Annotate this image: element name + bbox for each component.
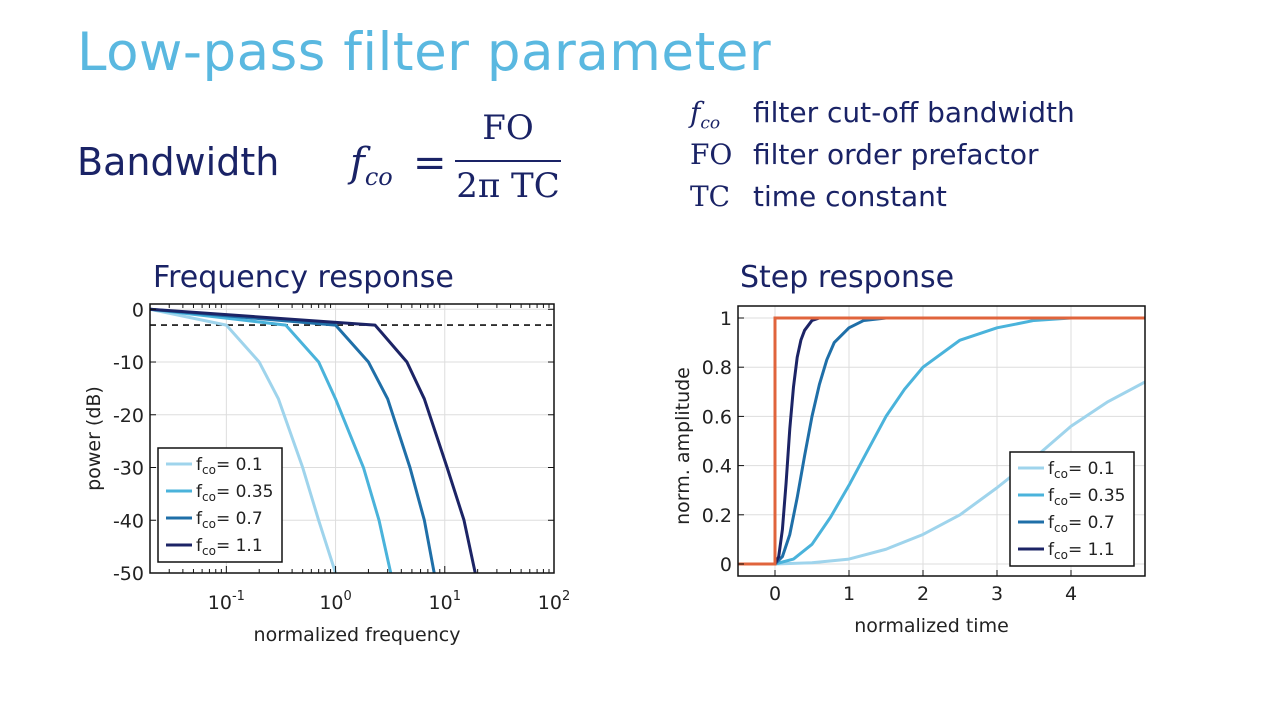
legend-label: fco= 0.1: [1048, 459, 1115, 481]
x-tick-label: 4: [1065, 583, 1077, 605]
x-axis-label: normalized frequency: [254, 624, 461, 646]
y-tick-label: 0.6: [702, 406, 732, 428]
y-axis-label: power (dB): [83, 386, 105, 491]
input-step-line: [738, 316, 1145, 566]
slide-title: Low-pass filter parameter: [77, 22, 772, 83]
formula-lhs: fco: [350, 140, 393, 191]
y-tick-label: 0.8: [702, 357, 732, 379]
y-tick-label: -10: [113, 352, 144, 374]
frequency-response-chart: 0 -10 -20 -30 -40 -50 10-1 100 101 102 normalized …: [83, 299, 570, 646]
definition-symbol-main: f: [690, 96, 701, 129]
formula-denominator: 2π TC: [456, 166, 560, 206]
frequency-series-line: [149, 307, 436, 574]
frequency-series-line: [149, 307, 393, 574]
definition-text: filter cut-off bandwidth: [753, 96, 1075, 129]
y-axis-label: norm. amplitude: [672, 367, 694, 525]
x-tick-label: 0: [769, 583, 781, 605]
definition-symbol: fco: [690, 96, 750, 134]
definition-text: time constant: [753, 180, 947, 213]
y-tick-label: -50: [113, 563, 144, 585]
legend-label: fco= 0.35: [196, 482, 273, 504]
y-tick-label: 0.2: [702, 505, 732, 527]
x-tick-label: 100: [319, 589, 351, 614]
formula-lhs-subscript: co: [364, 163, 393, 191]
legend-label: fco= 0.35: [1048, 486, 1125, 508]
step-series-line: [738, 380, 1146, 566]
y-tick-label: 1: [720, 308, 732, 330]
frequency-chart-title: Frequency response: [153, 260, 454, 295]
plot-frame: [149, 303, 555, 574]
x-tick-label: 2: [917, 583, 929, 605]
bandwidth-label: Bandwidth: [77, 140, 280, 184]
y-tick-label: 0: [720, 554, 732, 576]
step-response-chart: 0 0.2 0.4 0.6 0.8 1 0 1 2 3 4 normalized time norm. …: [672, 305, 1146, 637]
step-series-line: [738, 316, 1145, 566]
frequency-series-line: [149, 307, 477, 574]
definition-symbol: TC: [690, 180, 731, 213]
step-chart-title: Step response: [740, 260, 955, 295]
bandwidth-formula: fco = FO 2π TC: [345, 104, 575, 214]
legend-box: [1009, 451, 1135, 567]
y-tick-label: 0.4: [702, 456, 732, 478]
definition-symbol-sub: co: [700, 113, 721, 134]
legend-label: fco= 1.1: [1048, 540, 1115, 562]
x-tick-label: 10-1: [208, 589, 245, 614]
y-tick-label: -20: [113, 405, 144, 427]
x-tick-label: 102: [538, 589, 570, 614]
formula-lhs-symbol: f: [350, 140, 365, 186]
y-tick-label: -40: [113, 510, 144, 532]
x-tick-label: 3: [991, 583, 1003, 605]
legend-box: [157, 447, 283, 563]
formula-equals: =: [413, 140, 447, 186]
frequency-series-line: [149, 307, 337, 574]
x-tick-label: 1: [843, 583, 855, 605]
legend-label: fco= 0.7: [1048, 513, 1115, 535]
definition-text: filter order prefactor: [753, 138, 1039, 171]
x-axis-label: normalized time: [854, 615, 1009, 637]
legend-label: fco= 0.1: [196, 455, 263, 477]
formula-numerator: FO: [482, 108, 534, 148]
definition-symbol: FO: [690, 138, 733, 171]
legend-label: fco= 0.7: [196, 509, 263, 531]
plot-frame: [737, 305, 1146, 577]
legend-label: fco= 1.1: [196, 536, 263, 558]
y-tick-label: 0: [132, 299, 144, 321]
y-tick-label: -30: [113, 458, 144, 480]
formula-fraction-bar: [455, 160, 561, 162]
x-tick-label: 101: [429, 589, 461, 614]
